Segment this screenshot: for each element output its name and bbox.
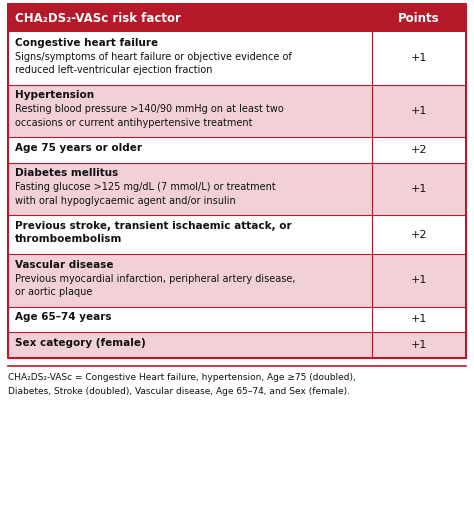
Bar: [8, 4, 466, 32]
Bar: [8, 163, 466, 215]
Text: CHA₂DS₂-VASc risk factor: CHA₂DS₂-VASc risk factor: [15, 11, 181, 25]
Text: +1: +1: [411, 106, 427, 116]
Text: Previous stroke, transient ischaemic attack, or: Previous stroke, transient ischaemic att…: [15, 221, 292, 231]
Text: Age 75 years or older: Age 75 years or older: [15, 143, 142, 153]
Text: Points: Points: [398, 11, 440, 25]
Bar: [8, 85, 466, 137]
Text: +2: +2: [411, 145, 427, 155]
Text: Age 65–74 years: Age 65–74 years: [15, 312, 111, 323]
Text: +1: +1: [411, 53, 427, 63]
Text: +1: +1: [411, 184, 427, 194]
Text: Hypertension: Hypertension: [15, 90, 94, 101]
Text: thromboembolism: thromboembolism: [15, 234, 122, 245]
Text: CHA₂DS₂-VASc = Congestive Heart failure, hypertension, Age ≥75 (doubled),: CHA₂DS₂-VASc = Congestive Heart failure,…: [8, 373, 356, 383]
Text: Diabetes, Stroke (doubled), Vascular disease, Age 65–74, and Sex (female).: Diabetes, Stroke (doubled), Vascular dis…: [8, 386, 350, 396]
Bar: [8, 332, 466, 358]
Text: Signs/symptoms of heart failure or objective evidence of: Signs/symptoms of heart failure or objec…: [15, 51, 292, 62]
Text: Fasting glucose >125 mg/dL (7 mmol/L) or treatment: Fasting glucose >125 mg/dL (7 mmol/L) or…: [15, 182, 276, 192]
Text: +1: +1: [411, 275, 427, 285]
Text: or aortic plaque: or aortic plaque: [15, 287, 92, 297]
Text: with oral hypoglycaemic agent and/or insulin: with oral hypoglycaemic agent and/or ins…: [15, 195, 236, 206]
Text: reduced left-ventricular ejection fraction: reduced left-ventricular ejection fracti…: [15, 65, 212, 75]
Text: Resting blood pressure >140/90 mmHg on at least two: Resting blood pressure >140/90 mmHg on a…: [15, 104, 284, 114]
Text: Sex category (female): Sex category (female): [15, 338, 146, 348]
Bar: [8, 32, 466, 85]
Bar: [8, 306, 466, 332]
Text: +1: +1: [411, 340, 427, 350]
Text: Previous myocardial infarction, peripheral artery disease,: Previous myocardial infarction, peripher…: [15, 273, 295, 284]
Bar: [8, 254, 466, 306]
Text: +2: +2: [411, 229, 427, 240]
Bar: [8, 137, 466, 163]
Text: Congestive heart failure: Congestive heart failure: [15, 38, 158, 48]
Text: +1: +1: [411, 314, 427, 324]
Text: occasions or current antihypertensive treatment: occasions or current antihypertensive tr…: [15, 117, 253, 128]
Text: Diabetes mellitus: Diabetes mellitus: [15, 168, 118, 179]
Bar: [8, 215, 466, 254]
Text: Vascular disease: Vascular disease: [15, 260, 113, 270]
